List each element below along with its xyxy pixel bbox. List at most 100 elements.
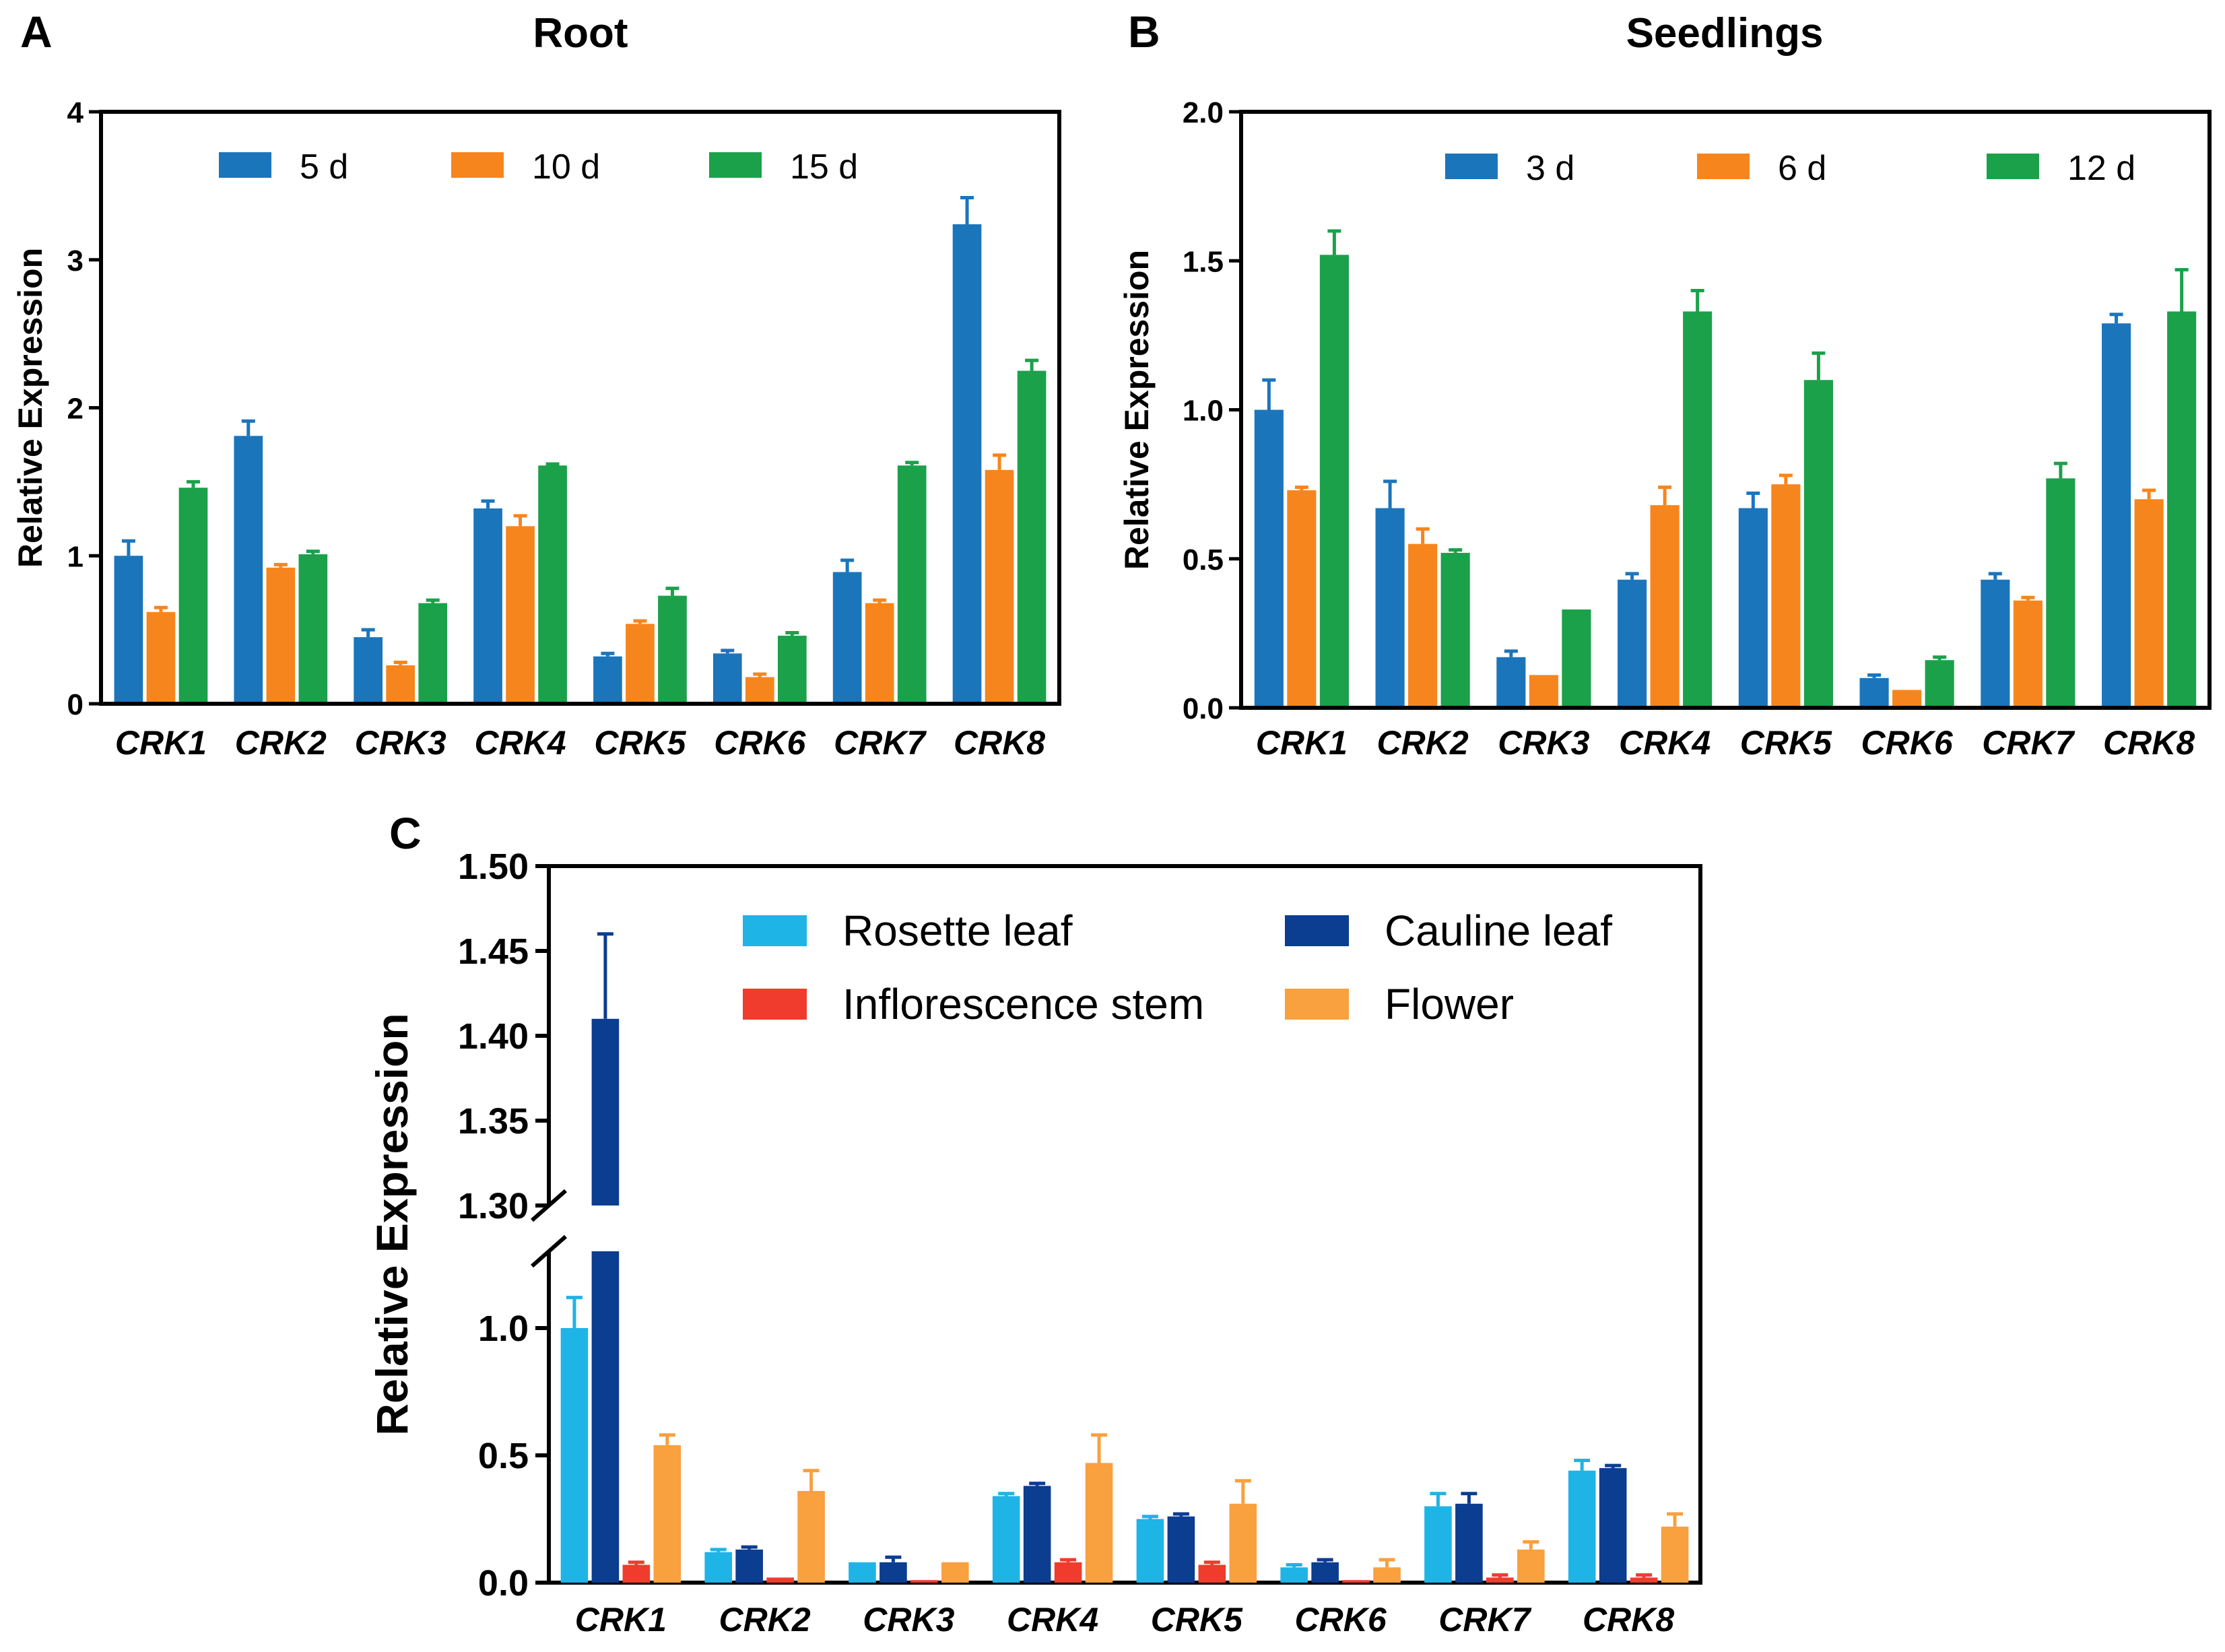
legend-label: 10 d [532, 147, 600, 187]
bar-Caulineleaf-CRK8 [1599, 1467, 1627, 1583]
bar-6d-CRK1 [1287, 490, 1317, 708]
legend-swatch [219, 152, 271, 178]
bar-Flower-CRK4 [1085, 1463, 1113, 1583]
bar-15d-CRK7 [897, 465, 927, 704]
y-tick-label: 1 [67, 540, 84, 573]
panel-c: C Relative Expression 1.30 1.35 1.40 1.45 1.50… [367, 808, 1702, 1639]
bar-Flower-CRK6 [1373, 1567, 1401, 1583]
chart-title: Root [533, 10, 628, 57]
bar-10d-CRK1 [146, 612, 176, 704]
y-tick-label: 1.30 [458, 1186, 529, 1226]
legend-swatch [1445, 154, 1498, 179]
bar-Rosetteleaf-CRK4 [992, 1496, 1020, 1583]
y-tick-label: 1.0 [478, 1309, 529, 1349]
plot-frame [99, 110, 1061, 706]
bar-10d-CRK7 [865, 603, 894, 704]
legend-label: 3 d [1526, 149, 1574, 188]
x-category-label: CRK3 [863, 1601, 954, 1639]
legend-swatch [451, 152, 504, 178]
y-tick-label: 3 [67, 244, 84, 277]
legend-swatch [1285, 989, 1349, 1020]
bar-3d-CRK1 [1254, 409, 1284, 708]
x-category-label: CRK2 [719, 1601, 811, 1639]
y-axis-label: Relative Expression [1118, 250, 1156, 570]
bar-3d-CRK7 [1981, 579, 2010, 708]
bar-6d-CRK4 [1650, 505, 1680, 708]
bar-10d-CRK6 [745, 677, 774, 704]
legend-label: Rosette leaf [842, 906, 1073, 955]
y-tick-label: 0.0 [1183, 692, 1224, 725]
bar-Inflorescencestem-CRK8 [1630, 1577, 1658, 1583]
bar-5d-CRK6 [712, 653, 742, 704]
bar-Caulineleaf-CRK7 [1455, 1503, 1483, 1583]
bar-Flower-CRK8 [1661, 1526, 1689, 1583]
y-tick-label: 1.5 [1183, 245, 1224, 278]
bar-3d-CRK8 [2102, 323, 2131, 708]
bar-5d-CRK7 [832, 572, 862, 704]
bar-Flower-CRK5 [1229, 1503, 1257, 1583]
bar-Inflorescencestem-CRK2 [766, 1577, 794, 1583]
legend-swatch [709, 152, 762, 178]
bar-6d-CRK7 [2013, 600, 2043, 708]
bar-3d-CRK6 [1859, 678, 1889, 708]
legend-label: 6 d [1778, 149, 1826, 188]
y-tick-label: 1.0 [1183, 395, 1224, 428]
x-category-label: CRK8 [954, 724, 1045, 762]
bar-12d-CRK6 [1925, 660, 1954, 708]
panel-label: B [1128, 7, 1160, 57]
panel-b: B Seedlings Relative Expression 0.0 0.5 1.0 1.… [1118, 7, 2212, 762]
bar-Rosetteleaf-CRK5 [1136, 1519, 1164, 1583]
bar-6d-CRK8 [2134, 499, 2164, 708]
bar-Caulineleaf-CRK3 [879, 1562, 907, 1583]
bar-Rosetteleaf-CRK8 [1568, 1470, 1596, 1583]
bar-15d-CRK8 [1017, 370, 1047, 704]
bar-Flower-CRK3 [941, 1562, 969, 1583]
x-category-label: CRK4 [1007, 1601, 1098, 1639]
legend-swatch [1697, 154, 1750, 179]
y-tick-label: 0.5 [478, 1436, 529, 1476]
bar-5d-CRK4 [473, 508, 502, 704]
x-category-label: CRK1 [115, 724, 207, 762]
bar-5d-CRK5 [593, 656, 622, 704]
bar-Caulineleaf-CRK5 [1167, 1516, 1195, 1583]
y-tick-label: 0 [67, 688, 84, 721]
y-tick-label: 0.0 [478, 1563, 529, 1604]
legend-swatch [743, 989, 807, 1020]
x-category-label: CRK8 [2103, 724, 2195, 762]
x-category-label: CRK1 [1256, 724, 1348, 762]
bar-6d-CRK5 [1771, 484, 1801, 708]
bar-Caulineleaf-CRK2 [735, 1549, 763, 1583]
bar-3d-CRK2 [1375, 508, 1405, 708]
bar-Caulineleaf-CRK6 [1311, 1562, 1339, 1583]
y-tick-label: 1.45 [458, 931, 529, 972]
y-axis-label: Relative Expression [367, 1013, 417, 1435]
x-category-label: CRK6 [714, 724, 806, 762]
chart-title: Seedlings [1626, 10, 1824, 57]
x-category-label: CRK4 [474, 724, 566, 762]
bar-12d-CRK5 [1803, 380, 1833, 708]
bar-Caulineleaf-CRK1-upper [591, 1018, 620, 1205]
bar-3d-CRK4 [1618, 579, 1647, 708]
bar-5d-CRK8 [952, 224, 982, 704]
bar-6d-CRK6 [1892, 690, 1922, 708]
legend-label: Flower [1385, 980, 1514, 1028]
x-category-label: CRK7 [1982, 724, 2075, 762]
bar-5d-CRK1 [114, 556, 143, 704]
x-category-label: CRK7 [1438, 1601, 1531, 1639]
bar-Inflorescencestem-CRK5 [1198, 1564, 1226, 1583]
x-category-label: CRK7 [834, 724, 927, 762]
bar-12d-CRK2 [1440, 552, 1470, 708]
bar-6d-CRK2 [1408, 543, 1438, 708]
bar-10d-CRK8 [985, 469, 1014, 704]
bar-Flower-CRK2 [797, 1490, 825, 1583]
bar-15d-CRK2 [298, 554, 328, 704]
bar-10d-CRK4 [506, 526, 535, 704]
y-tick-label: 1.35 [458, 1101, 529, 1142]
bar-15d-CRK1 [178, 488, 208, 704]
bar-Caulineleaf-CRK4 [1023, 1486, 1051, 1583]
bar-3d-CRK5 [1738, 508, 1768, 708]
bar-12d-CRK3 [1562, 609, 1591, 708]
y-tick-label: 1.40 [458, 1016, 529, 1057]
bar-12d-CRK8 [2167, 311, 2197, 708]
bar-Rosetteleaf-CRK3 [849, 1562, 876, 1583]
